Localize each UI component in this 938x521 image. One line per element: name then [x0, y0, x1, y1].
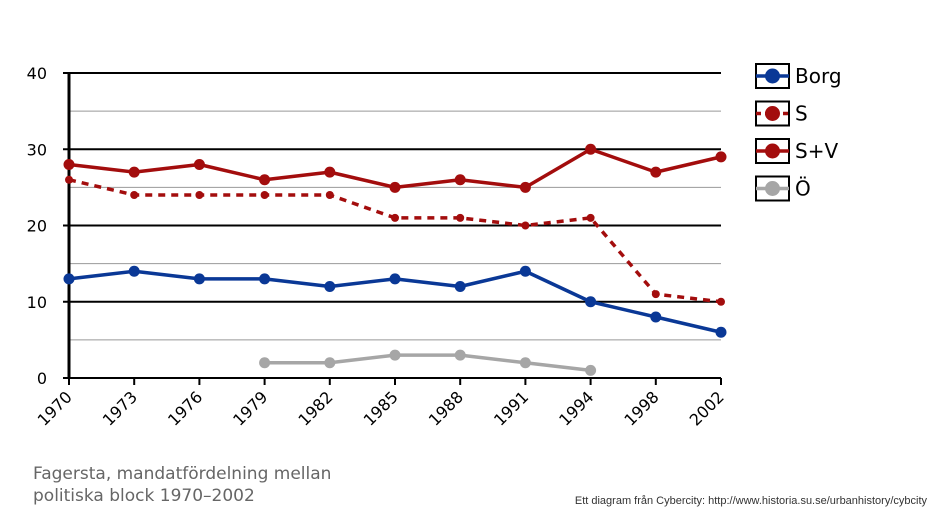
data-point: [519, 357, 531, 369]
data-point: [259, 174, 271, 186]
data-point: [65, 175, 73, 184]
data-point: [193, 159, 205, 170]
x-tick-label: 1979: [229, 387, 271, 429]
data-point: [259, 273, 271, 285]
legend: Borg S S+V Ö: [755, 63, 842, 202]
data-point: [454, 349, 466, 361]
legend-label: Ö: [795, 177, 811, 201]
data-point: [259, 357, 271, 369]
caption-line-2: politiska block 1970–2002: [33, 486, 255, 506]
series-line: [68, 147, 722, 190]
chart-caption: Fagersta, mandatfördelning mellan politi…: [33, 463, 331, 507]
x-tick-label: 1970: [34, 387, 76, 429]
x-tick-label: 1991: [490, 387, 532, 429]
series-Ö: [259, 349, 597, 376]
legend-item: Borg: [755, 63, 842, 89]
x-axis-ticks: 1970 1973 1976 1979 1982 1985 1988 1991 1994 1998…: [34, 378, 728, 430]
x-tick-label: 2002: [686, 387, 728, 429]
y-tick-label: 30: [27, 140, 47, 159]
legend-swatch-marker: [765, 143, 780, 159]
grid: [69, 72, 721, 341]
x-tick-label: 1982: [294, 387, 336, 429]
data-point: [454, 174, 466, 186]
x-tick-label: 1988: [425, 387, 467, 429]
y-tick-label: 40: [27, 64, 47, 83]
data-point: [585, 143, 597, 155]
legend-item: S+V: [755, 138, 838, 164]
data-point: [389, 181, 401, 193]
data-point: [519, 265, 531, 277]
series-Borg: [63, 265, 727, 338]
data-point: [325, 191, 334, 199]
x-tick-label: 1973: [99, 387, 141, 429]
legend-label: S: [795, 102, 808, 126]
x-tick-label: 1985: [360, 387, 402, 429]
data-point: [130, 191, 139, 199]
credit-text: Ett diagram från Cybercity: http://www.h…: [574, 495, 927, 507]
y-tick-label: 10: [27, 293, 47, 312]
data-point: [195, 191, 204, 199]
y-tick-label: 0: [37, 369, 47, 388]
series-group: [63, 143, 727, 376]
data-point: [456, 213, 465, 222]
data-point: [519, 181, 531, 193]
data-point: [391, 213, 399, 222]
x-tick-label: 1994: [555, 387, 597, 429]
axes: [63, 73, 721, 379]
data-point: [651, 290, 660, 299]
data-point: [715, 326, 727, 338]
legend-swatch-marker: [765, 68, 780, 84]
data-point: [650, 166, 662, 178]
data-point: [324, 166, 336, 178]
data-point: [63, 273, 75, 285]
data-point: [585, 364, 597, 376]
data-point: [128, 166, 140, 178]
data-point: [260, 191, 269, 199]
data-point: [454, 281, 466, 292]
data-point: [717, 297, 725, 306]
series-S+V: [63, 143, 727, 193]
x-tick-label: 1976: [164, 387, 206, 429]
series-S: [65, 175, 725, 306]
caption-line-1: Fagersta, mandatfördelning mellan: [33, 464, 332, 484]
data-point: [715, 151, 727, 163]
data-point: [650, 311, 662, 323]
legend-swatch-marker: [765, 106, 780, 121]
data-point: [585, 296, 597, 308]
y-axis-ticks: 0 10 20 30 40: [27, 64, 69, 388]
legend-label: Borg: [795, 64, 842, 88]
y-tick-label: 20: [27, 217, 47, 236]
legend-item: Ö: [755, 175, 811, 202]
data-point: [193, 273, 205, 285]
legend-item: S: [755, 100, 808, 127]
data-point: [389, 349, 401, 361]
data-point: [324, 357, 336, 369]
data-point: [324, 281, 336, 292]
data-point: [128, 265, 140, 277]
legend-label: S+V: [795, 139, 838, 163]
data-point: [586, 213, 595, 222]
x-tick-label: 1998: [620, 387, 662, 429]
data-point: [521, 221, 530, 230]
legend-swatch-marker: [765, 181, 780, 196]
data-point: [389, 273, 401, 285]
data-point: [63, 159, 75, 170]
series-line: [264, 353, 591, 373]
